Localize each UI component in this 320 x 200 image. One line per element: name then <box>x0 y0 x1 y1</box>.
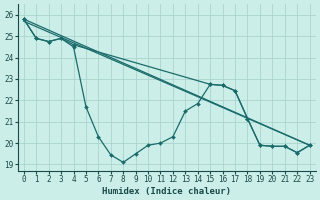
X-axis label: Humidex (Indice chaleur): Humidex (Indice chaleur) <box>102 187 231 196</box>
